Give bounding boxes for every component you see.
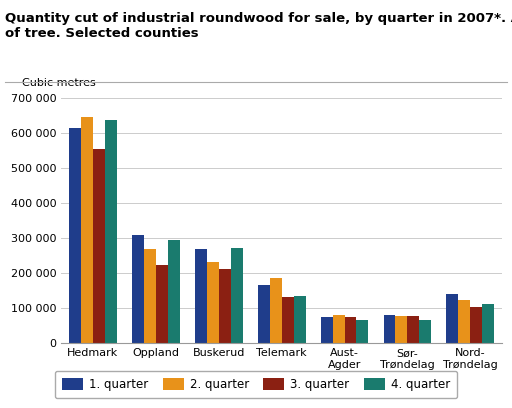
Bar (446, 295, 458, 343)
Bar (282, 297, 293, 343)
Bar (471, 307, 482, 343)
Bar (81, 117, 93, 343)
Bar (321, 317, 333, 343)
Bar (132, 235, 144, 343)
Bar (144, 249, 156, 343)
Bar (258, 285, 270, 343)
Text: Quantity cut of industrial roundwood for sale, by quarter in 2007*. All species
: Quantity cut of industrial roundwood for… (5, 12, 512, 40)
Bar (270, 278, 282, 343)
Bar (207, 262, 219, 343)
Bar (168, 239, 180, 343)
Text: Cubic metres: Cubic metres (22, 78, 96, 88)
Bar (69, 128, 81, 343)
Bar (395, 317, 408, 343)
Bar (356, 320, 369, 343)
Bar (219, 268, 230, 343)
Bar (419, 320, 431, 343)
Bar (383, 315, 395, 343)
Bar (482, 304, 494, 343)
Bar (105, 120, 117, 343)
Bar (230, 248, 243, 343)
Bar (93, 149, 105, 343)
Bar (333, 315, 345, 343)
Bar (458, 300, 471, 343)
Bar (195, 249, 207, 343)
Bar (156, 265, 168, 343)
Bar (293, 296, 306, 343)
Bar (408, 317, 419, 343)
Legend: 1. quarter, 2. quarter, 3. quarter, 4. quarter: 1. quarter, 2. quarter, 3. quarter, 4. q… (55, 371, 457, 398)
Bar (345, 317, 356, 343)
